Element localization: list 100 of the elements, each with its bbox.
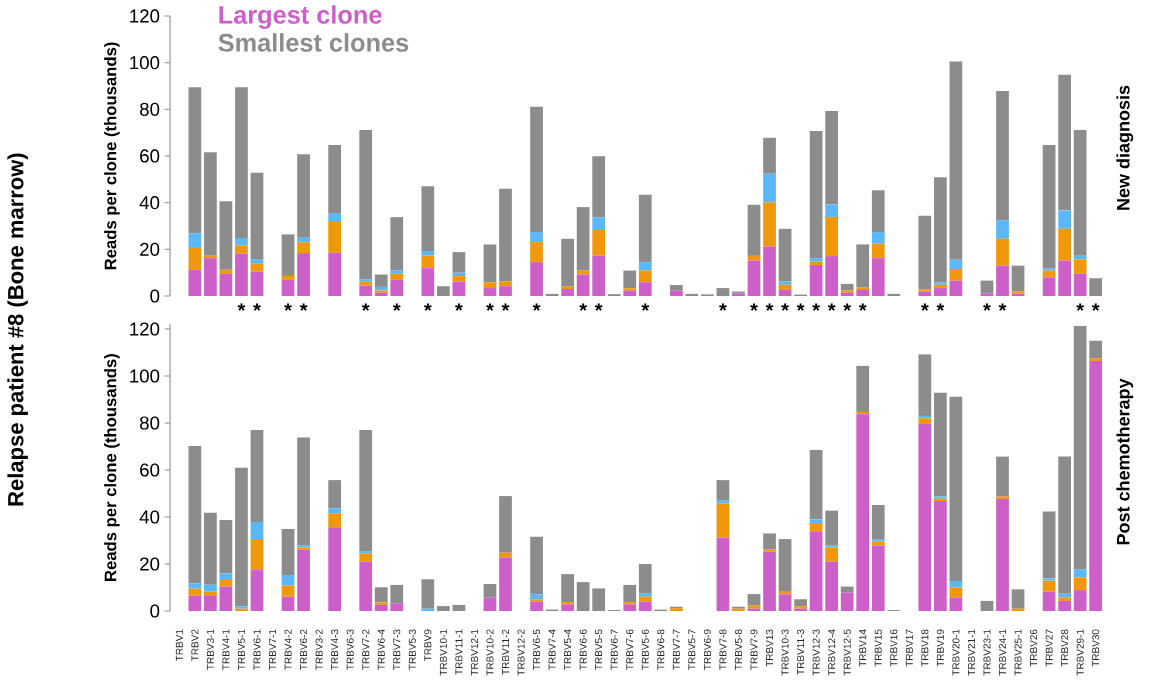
x-tick-label: TRBV26 xyxy=(1030,629,1038,667)
x-tick-label: TRBV11-1 xyxy=(455,629,463,675)
x-tick-label: TRBV12-1 xyxy=(470,629,478,676)
bar xyxy=(390,273,404,280)
bar xyxy=(1073,273,1087,296)
bar xyxy=(281,275,295,280)
bar xyxy=(530,106,543,233)
y-tick-label: 60 xyxy=(140,149,160,163)
bar xyxy=(250,430,264,522)
annotation: * xyxy=(253,303,261,311)
x-tick-label: TRBV7-4 xyxy=(548,629,556,670)
annotation: * xyxy=(781,303,789,311)
bar xyxy=(1058,456,1071,594)
bar xyxy=(219,573,233,580)
y-tick-label: 0 xyxy=(150,604,160,618)
bar xyxy=(778,289,792,296)
bar xyxy=(204,595,217,611)
bar xyxy=(592,156,606,218)
bar xyxy=(778,284,792,290)
bar xyxy=(763,173,776,203)
bar xyxy=(638,282,652,296)
x-tick-label: TRBV12-5 xyxy=(843,629,851,676)
x-tick-label: TRBV11-2 xyxy=(502,629,509,675)
bar xyxy=(188,233,202,248)
x-tick-label: TRBV3-2 xyxy=(315,629,323,670)
annotation: * xyxy=(299,303,308,311)
annotation: * xyxy=(921,303,929,311)
bar xyxy=(250,540,264,571)
bar xyxy=(638,593,652,597)
bar xyxy=(918,423,932,611)
bar xyxy=(390,217,404,271)
bar xyxy=(778,228,792,282)
bar xyxy=(871,505,885,540)
x-tick-label: TRBV4-1 xyxy=(222,629,230,670)
x-tick-label: TRBV5-3 xyxy=(408,629,416,670)
bar xyxy=(390,270,404,274)
bar xyxy=(778,539,792,592)
annotation: * xyxy=(719,303,727,311)
bar xyxy=(638,270,652,283)
bar xyxy=(297,154,310,238)
x-tick-label: TRBV11-3 xyxy=(797,629,805,675)
bar xyxy=(452,252,466,273)
bar xyxy=(250,271,264,296)
bar xyxy=(747,204,761,256)
bar xyxy=(623,290,637,296)
bar xyxy=(436,606,450,611)
bar xyxy=(499,496,512,553)
bar xyxy=(1042,277,1056,296)
bar xyxy=(281,234,295,276)
x-tick-label: TRBV1 xyxy=(175,629,183,662)
x-tick-label: TRBV12-3 xyxy=(812,629,820,676)
bar xyxy=(561,238,574,287)
bar xyxy=(250,259,264,264)
x-tick-label: TRBV7-1 xyxy=(269,629,276,670)
bar xyxy=(871,541,885,546)
bar xyxy=(949,259,963,269)
x-tick-label: TRBV5-4 xyxy=(564,629,572,670)
bar xyxy=(592,229,606,256)
y-tick-label: 80 xyxy=(140,102,160,116)
bar xyxy=(359,285,373,296)
bar xyxy=(809,524,823,533)
bar xyxy=(825,547,839,562)
bar xyxy=(297,549,310,611)
bar xyxy=(996,238,1009,266)
y-tick-label: 40 xyxy=(139,510,160,524)
bar xyxy=(1058,74,1071,211)
bar xyxy=(328,527,342,611)
x-tick-label: TRBV15 xyxy=(874,629,882,667)
x-tick-label: TRBV7-9 xyxy=(750,629,758,670)
bar xyxy=(809,450,823,520)
bar xyxy=(576,270,590,275)
bar xyxy=(918,291,932,296)
x-tick-label: TRBV3-1 xyxy=(206,629,214,670)
bar xyxy=(390,603,404,611)
y-tick-label: 40 xyxy=(139,196,160,210)
bar xyxy=(483,597,497,611)
bar xyxy=(297,253,310,296)
bar xyxy=(763,551,776,611)
x-tick-label: TRBV6-4 xyxy=(377,629,385,670)
bar xyxy=(483,282,497,289)
bar xyxy=(809,519,823,525)
bar xyxy=(763,202,776,247)
x-tick-label: TRBV6-7 xyxy=(610,629,618,670)
annotation: * xyxy=(641,303,650,311)
x-tick-label: TRBV7-6 xyxy=(626,629,634,670)
bar xyxy=(1042,580,1056,592)
bar xyxy=(1073,325,1087,570)
bar xyxy=(281,528,295,576)
bar xyxy=(825,204,839,217)
bar xyxy=(592,255,606,296)
bar xyxy=(918,418,932,424)
bar xyxy=(996,498,1009,611)
y2-axis-title: Post chemotherapy xyxy=(1116,378,1134,545)
bar xyxy=(1058,228,1071,261)
bar xyxy=(809,131,823,259)
bar xyxy=(934,177,947,283)
x-tick-label: TRBV29-1 xyxy=(1076,629,1084,676)
bar xyxy=(871,545,885,611)
x-tick-label: TRBV6-5 xyxy=(533,629,541,670)
bar xyxy=(561,604,574,611)
